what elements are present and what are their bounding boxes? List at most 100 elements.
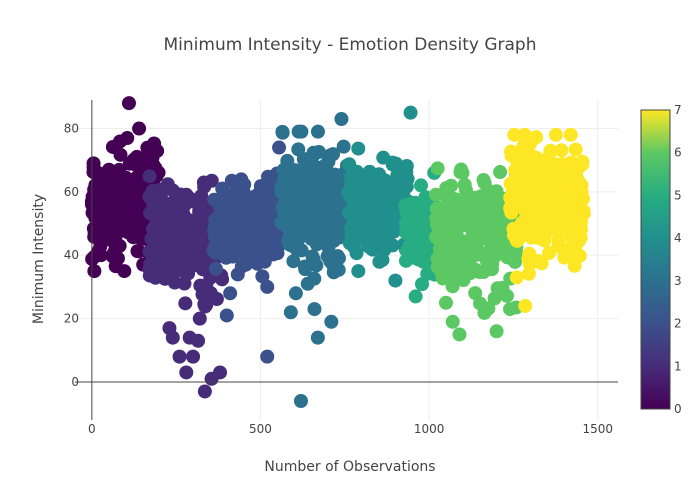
data-point bbox=[435, 271, 450, 286]
data-point bbox=[165, 215, 180, 230]
data-point bbox=[294, 243, 309, 258]
data-point bbox=[86, 250, 101, 265]
x-tick-label: 1000 bbox=[414, 422, 445, 436]
data-point bbox=[490, 230, 505, 245]
axes bbox=[75, 100, 618, 420]
data-point bbox=[288, 286, 303, 301]
data-point bbox=[521, 251, 536, 266]
data-point bbox=[305, 249, 320, 264]
data-point bbox=[86, 156, 101, 171]
data-point bbox=[213, 207, 228, 222]
data-point bbox=[87, 224, 102, 239]
data-point bbox=[457, 194, 472, 209]
data-point bbox=[534, 256, 549, 271]
data-point bbox=[394, 171, 409, 186]
data-point bbox=[151, 238, 166, 253]
data-point bbox=[160, 177, 175, 192]
data-points bbox=[84, 96, 591, 408]
data-point bbox=[293, 393, 308, 408]
data-point bbox=[509, 270, 524, 285]
data-point bbox=[570, 161, 585, 176]
x-axis-title: Number of Observations bbox=[264, 459, 435, 475]
colorbar-tick-label: 7 bbox=[674, 103, 682, 117]
data-point bbox=[568, 142, 583, 157]
data-point bbox=[368, 223, 383, 238]
data-point bbox=[403, 105, 418, 120]
data-point bbox=[442, 190, 457, 205]
y-tick-label: 20 bbox=[64, 312, 79, 326]
data-point bbox=[571, 199, 586, 214]
data-point bbox=[420, 266, 435, 281]
data-point bbox=[255, 269, 270, 284]
data-point bbox=[507, 127, 522, 142]
data-point bbox=[275, 125, 290, 140]
data-point bbox=[461, 234, 476, 249]
data-point bbox=[342, 157, 357, 172]
data-point bbox=[259, 188, 274, 203]
data-point bbox=[234, 259, 249, 274]
data-point bbox=[399, 215, 414, 230]
data-point bbox=[294, 124, 309, 139]
data-point bbox=[351, 264, 366, 279]
data-point bbox=[260, 279, 275, 294]
data-point bbox=[260, 349, 275, 364]
data-point bbox=[192, 311, 207, 326]
data-point bbox=[351, 141, 366, 156]
data-point bbox=[145, 184, 160, 199]
data-point bbox=[388, 156, 403, 171]
data-point bbox=[272, 140, 287, 155]
data-point bbox=[327, 261, 342, 276]
data-point bbox=[269, 235, 284, 250]
x-tick-label: 1500 bbox=[582, 422, 613, 436]
data-point bbox=[445, 279, 460, 294]
data-point bbox=[142, 169, 157, 184]
chart-title: Minimum Intensity - Emotion Density Grap… bbox=[164, 35, 537, 55]
data-point bbox=[383, 198, 398, 213]
colorbar-tick-label: 0 bbox=[674, 402, 682, 416]
data-point bbox=[319, 157, 334, 172]
data-point bbox=[280, 153, 295, 168]
cluster-emotion-7 bbox=[503, 127, 591, 313]
data-point bbox=[231, 218, 246, 233]
data-point bbox=[166, 267, 181, 282]
data-point bbox=[546, 220, 561, 235]
data-point bbox=[554, 143, 569, 158]
data-point bbox=[219, 308, 234, 323]
data-point bbox=[408, 289, 423, 304]
colorbar-ticks: 0 1 2 3 4 5 6 7 bbox=[674, 103, 682, 416]
data-point bbox=[541, 246, 556, 261]
data-point bbox=[489, 324, 504, 339]
data-point bbox=[553, 191, 568, 206]
data-point bbox=[213, 365, 228, 380]
data-point bbox=[415, 277, 430, 292]
data-point bbox=[186, 349, 201, 364]
data-point bbox=[178, 296, 193, 311]
data-point bbox=[182, 330, 197, 345]
data-point bbox=[324, 314, 339, 329]
data-point bbox=[347, 217, 362, 232]
data-point bbox=[208, 261, 223, 276]
data-point bbox=[372, 167, 387, 182]
data-point bbox=[477, 217, 492, 232]
data-point bbox=[120, 131, 135, 146]
data-point bbox=[321, 195, 336, 210]
x-tick-label: 500 bbox=[249, 422, 272, 436]
y-axis-title: Minimum Intensity bbox=[31, 194, 47, 324]
data-point bbox=[162, 255, 177, 270]
data-point bbox=[225, 230, 240, 245]
data-point bbox=[309, 230, 324, 245]
data-point bbox=[370, 202, 385, 217]
data-point bbox=[433, 216, 448, 231]
x-tick-label: 0 bbox=[88, 422, 96, 436]
data-point bbox=[178, 217, 193, 232]
data-point bbox=[363, 241, 378, 256]
data-point bbox=[172, 252, 187, 267]
data-point bbox=[173, 187, 188, 202]
data-point bbox=[193, 278, 208, 293]
data-point bbox=[149, 220, 164, 235]
data-point bbox=[286, 254, 301, 269]
data-point bbox=[493, 165, 508, 180]
data-point bbox=[250, 256, 265, 271]
data-point bbox=[121, 96, 136, 111]
colorbar-tick-label: 6 bbox=[674, 146, 682, 160]
